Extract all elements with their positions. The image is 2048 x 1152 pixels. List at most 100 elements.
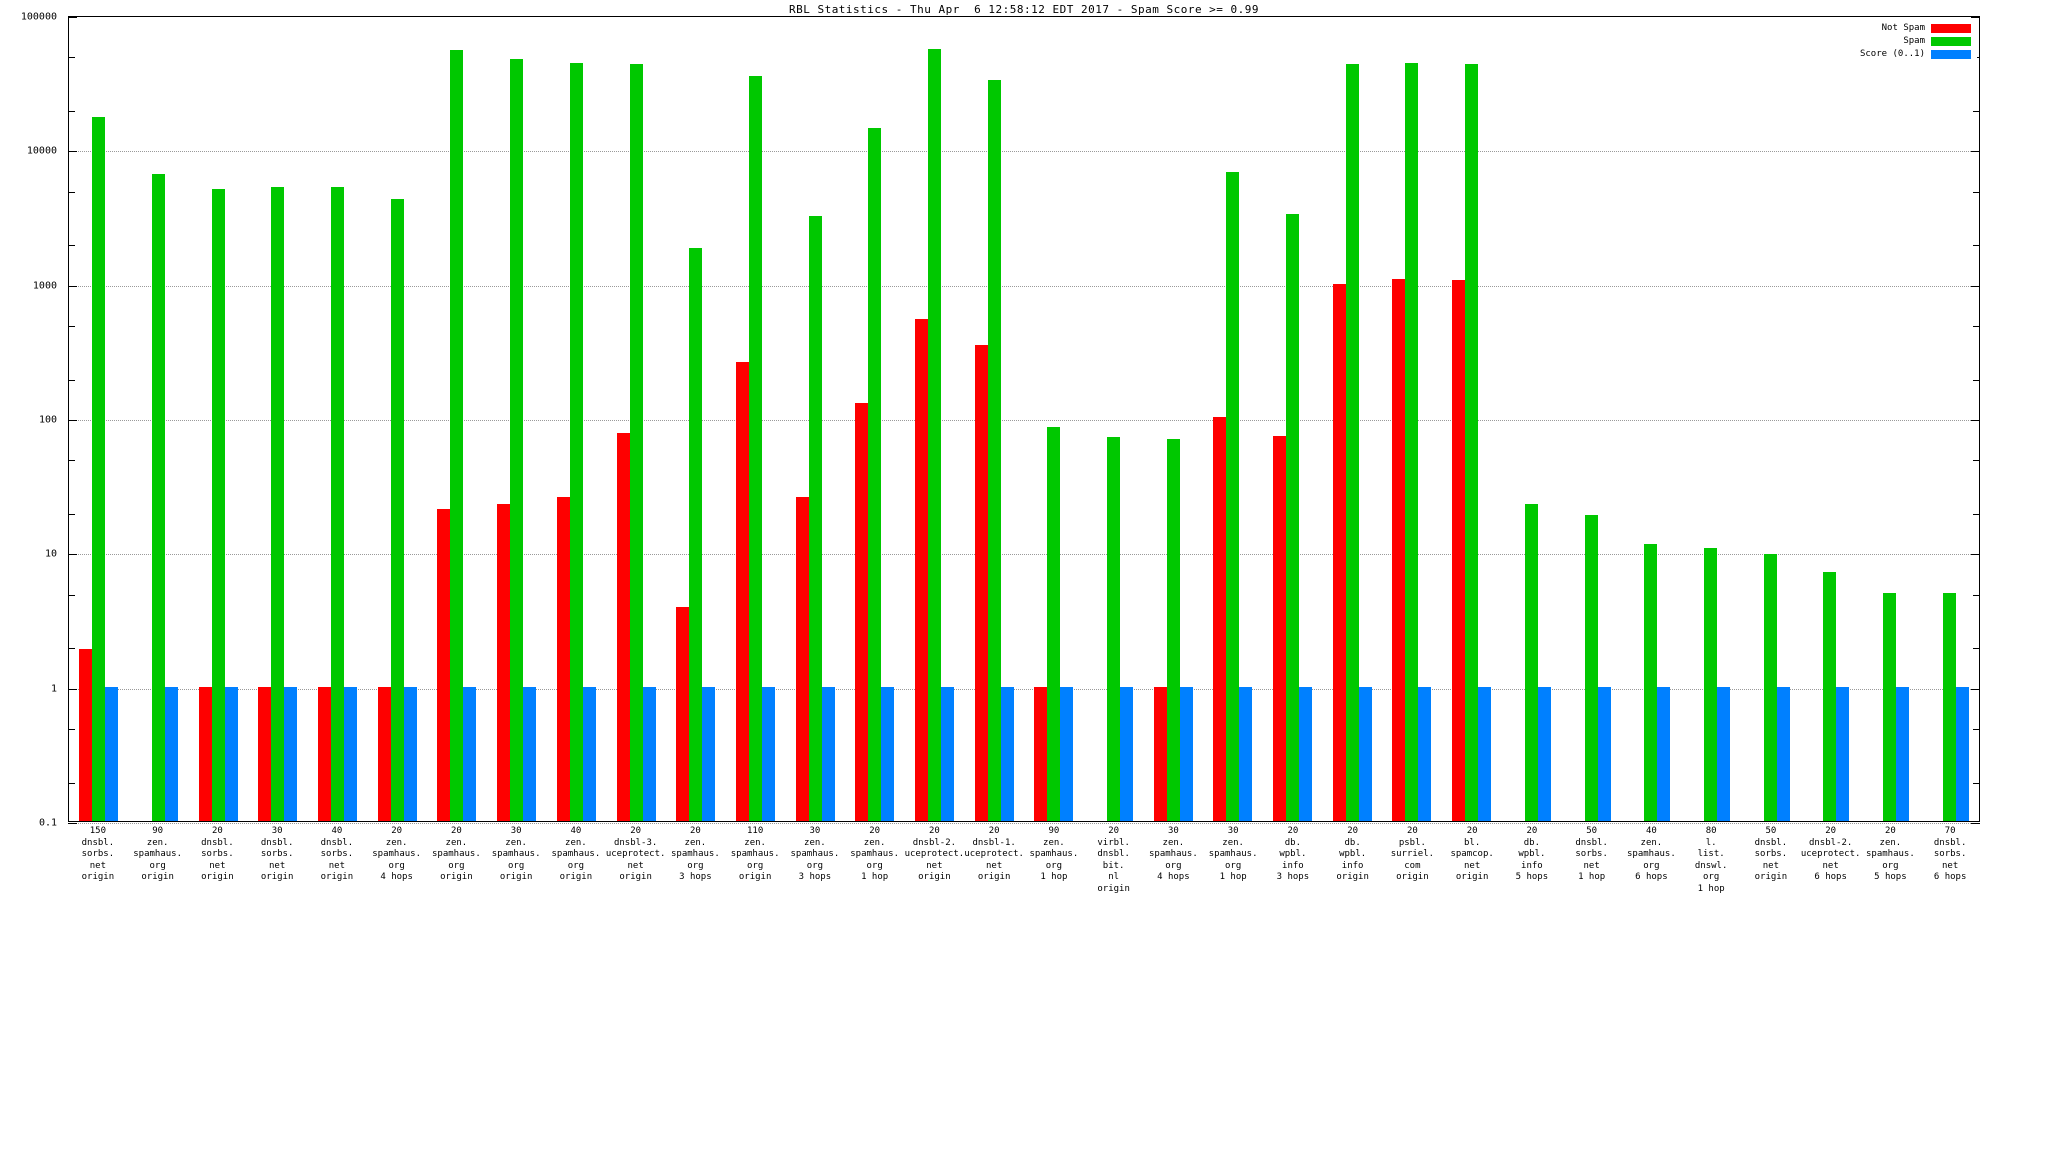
bar-group bbox=[905, 17, 965, 821]
x-axis-tick-label: 20 zen. spamhaus. org 1 hop bbox=[850, 826, 900, 882]
y-tick-minor bbox=[68, 782, 75, 784]
x-axis-tick-label: 20 zen. spamhaus. org 5 hops bbox=[1865, 826, 1915, 882]
y-tick-minor bbox=[68, 326, 75, 328]
x-axis-tick-label: 20 dnsbl. sorbs. net origin bbox=[201, 826, 234, 882]
bar-score bbox=[1299, 686, 1313, 821]
y-tick-major bbox=[68, 420, 77, 421]
bar-notspam bbox=[556, 496, 570, 821]
x-axis-tick-label: 50 dnsbl. sorbs. net 1 hop bbox=[1575, 826, 1608, 882]
bar-score bbox=[1597, 686, 1611, 821]
x-axis-tick-label: 30 zen. spamhaus. org 4 hops bbox=[1148, 826, 1198, 882]
bar-notspam bbox=[1153, 686, 1167, 821]
y-tick-major bbox=[1971, 823, 1980, 824]
bar-score bbox=[761, 686, 775, 821]
bar-spam bbox=[450, 49, 464, 821]
bar-notspam bbox=[1452, 279, 1466, 821]
bar-spam bbox=[510, 59, 524, 821]
x-axis-labels: 150 dnsbl. sorbs. net origin 90 zen. spam… bbox=[68, 824, 1980, 1144]
bar-group bbox=[188, 17, 248, 821]
y-tick-minor bbox=[68, 594, 75, 596]
grid-line bbox=[69, 285, 1979, 287]
x-axis-tick-label: 70 dnsbl. sorbs. net 6 hops bbox=[1933, 826, 1967, 882]
bar-score bbox=[523, 686, 537, 821]
bar-score bbox=[463, 686, 477, 821]
bar-group bbox=[785, 17, 845, 821]
y-tick-minor bbox=[1973, 782, 1980, 784]
bar-score bbox=[1895, 686, 1909, 821]
y-tick-minor bbox=[1973, 191, 1980, 193]
bar-group bbox=[726, 17, 786, 821]
x-axis-tick-label: 20 db. wpbl. info origin bbox=[1336, 826, 1369, 882]
y-tick-minor bbox=[1973, 513, 1980, 515]
bar-score bbox=[642, 686, 656, 821]
grid-line bbox=[69, 420, 1979, 421]
y-tick-label: 0.1 bbox=[38, 817, 57, 829]
bar-notspam bbox=[1213, 416, 1227, 821]
bar-group bbox=[69, 17, 129, 821]
bar-group bbox=[1203, 17, 1263, 821]
x-axis-tick-label: 20 zen. spamhaus. org 4 hops bbox=[372, 826, 422, 882]
y-tick-minor bbox=[1973, 594, 1980, 596]
bar-spam bbox=[868, 127, 882, 821]
x-axis-tick-label: 20 psbl. surriel. com origin bbox=[1390, 826, 1435, 882]
y-tick-label: 10 bbox=[44, 548, 57, 560]
bar-notspam bbox=[1273, 435, 1287, 821]
y-tick-minor bbox=[68, 460, 75, 462]
bar-spam bbox=[748, 76, 762, 821]
bar-spam bbox=[1644, 544, 1658, 821]
y-tick-label: 100000 bbox=[20, 11, 57, 23]
bar-notspam bbox=[437, 509, 451, 821]
y-tick-major bbox=[68, 688, 77, 690]
y-tick-minor bbox=[68, 191, 75, 193]
legend-label: Score (0..1) bbox=[1859, 49, 1925, 59]
bar-score bbox=[1836, 686, 1850, 821]
bar-notspam bbox=[377, 686, 391, 821]
y-tick-major bbox=[68, 151, 77, 153]
y-tick-label: 10000 bbox=[26, 145, 57, 157]
y-tick-major bbox=[1971, 151, 1980, 153]
y-tick-minor bbox=[68, 513, 75, 515]
bar-score bbox=[1239, 686, 1253, 821]
x-axis-tick-label: 20 dnsbl-3. uceprotect. net origin bbox=[605, 826, 666, 882]
bar-score bbox=[1478, 686, 1492, 821]
y-tick-minor bbox=[1973, 460, 1980, 462]
bar-score bbox=[1120, 686, 1134, 821]
x-axis-tick-label: 90 zen. spamhaus. org 1 hop bbox=[1029, 826, 1079, 882]
bar-notspam bbox=[1332, 283, 1346, 821]
y-tick-major bbox=[68, 823, 77, 824]
x-axis-tick-label: 150 dnsbl. sorbs. net origin bbox=[81, 826, 115, 882]
x-axis-tick-label: 20 dnsbl-1. uceprotect. net origin bbox=[964, 826, 1024, 882]
grid-line bbox=[69, 688, 1979, 690]
bar-spam bbox=[808, 215, 822, 821]
bar-group bbox=[1024, 17, 1084, 821]
grid-line bbox=[69, 554, 1979, 556]
bar-spam bbox=[1047, 427, 1061, 821]
y-tick-major bbox=[1971, 688, 1980, 690]
y-tick-minor bbox=[1973, 326, 1980, 328]
bar-spam bbox=[152, 174, 166, 821]
x-axis-tick-label: 20 virbl. dnsbl. bit. nl origin bbox=[1097, 826, 1130, 894]
grid-line bbox=[69, 151, 1979, 153]
bar-spam bbox=[390, 198, 404, 821]
bar-spam bbox=[1763, 553, 1777, 821]
bar-spam bbox=[1942, 592, 1956, 821]
bar-notspam bbox=[1034, 686, 1048, 821]
bar-score bbox=[284, 686, 298, 821]
bar-group bbox=[1382, 17, 1442, 821]
y-tick-label: 1000 bbox=[32, 280, 57, 292]
bar-score bbox=[1418, 686, 1432, 821]
y-tick-major bbox=[68, 17, 77, 18]
legend-swatch bbox=[1931, 23, 1971, 33]
bar-score bbox=[1955, 686, 1969, 821]
y-tick-minor bbox=[68, 57, 75, 59]
y-tick-minor bbox=[68, 245, 75, 247]
y-tick-label: 100 bbox=[38, 414, 57, 426]
bar-notspam bbox=[974, 344, 988, 821]
bar-spam bbox=[1882, 592, 1896, 821]
bar-score bbox=[1537, 686, 1551, 821]
bar-score bbox=[1358, 686, 1372, 821]
bar-group bbox=[1322, 17, 1382, 821]
bar-group bbox=[1919, 17, 1979, 821]
y-tick-label: 1 bbox=[50, 683, 57, 695]
x-axis-tick-label: 40 dnsbl. sorbs. net origin bbox=[320, 826, 354, 882]
